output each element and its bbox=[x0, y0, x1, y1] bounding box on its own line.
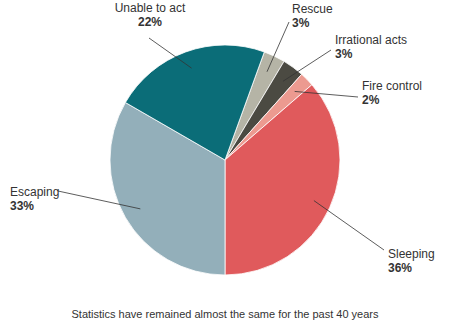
slice-label: Unable to act bbox=[115, 1, 186, 15]
chart: Rescue3%Irrational acts3%Fire control2%S… bbox=[0, 0, 450, 329]
leader-line bbox=[267, 22, 289, 72]
leader-line bbox=[314, 201, 384, 250]
caption: Statistics have remained almost the same… bbox=[72, 308, 379, 320]
leader-line bbox=[295, 91, 358, 97]
leader-line bbox=[149, 38, 192, 68]
data-label: 33% bbox=[10, 199, 34, 213]
slice-label: Irrational acts bbox=[335, 33, 407, 47]
data-label: 3% bbox=[335, 47, 353, 61]
slice-label: Escaping bbox=[10, 185, 59, 199]
leader-line bbox=[283, 50, 331, 81]
slice-label: Sleeping bbox=[388, 247, 435, 261]
data-label: 2% bbox=[362, 93, 380, 107]
slice bbox=[125, 45, 264, 160]
data-label: 36% bbox=[388, 261, 412, 275]
data-label: 22% bbox=[138, 15, 162, 29]
labels: Rescue3%Irrational acts3%Fire control2%S… bbox=[10, 1, 435, 275]
data-label: 3% bbox=[292, 16, 310, 30]
pie bbox=[110, 45, 340, 275]
slice-label: Rescue bbox=[292, 2, 333, 16]
leader-line bbox=[58, 191, 140, 209]
slice-label: Fire control bbox=[362, 79, 422, 93]
